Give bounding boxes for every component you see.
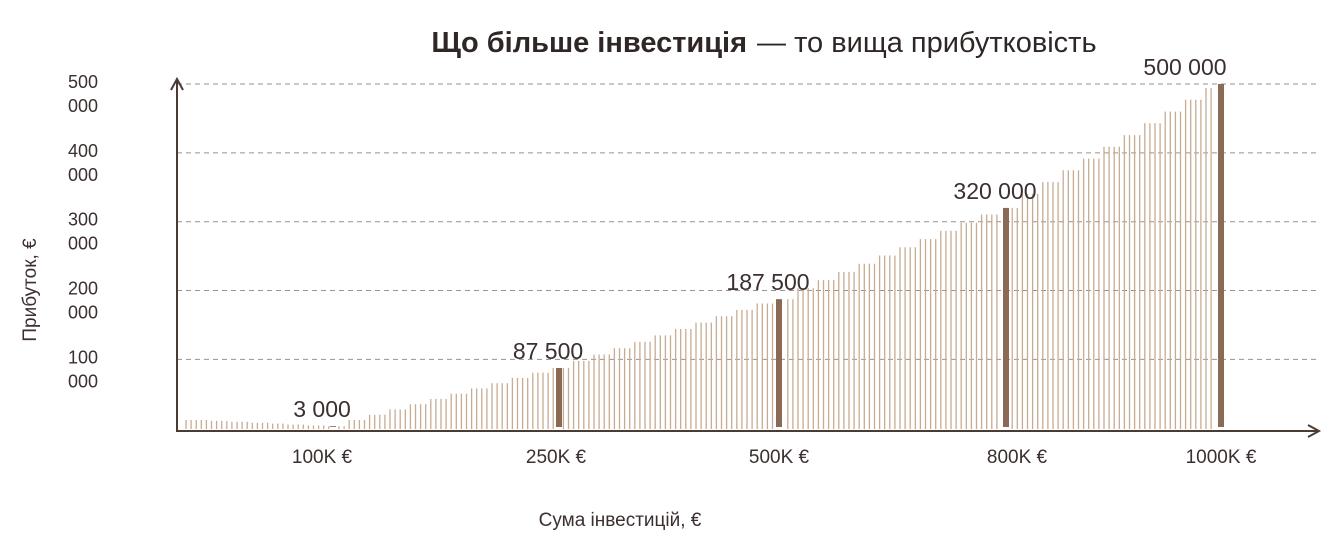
y-tick-label: 200: [68, 279, 98, 299]
x-tick-label: 250K €: [526, 447, 587, 468]
x-axis-title: Сума інвестицій, €: [539, 510, 702, 531]
y-tick-label: 400: [68, 141, 98, 161]
data-label: 3 000: [293, 396, 351, 422]
data-label: 320 000: [953, 178, 1036, 204]
y-tick-label: 500: [68, 72, 98, 92]
chart-title: Що більше інвестиція — то вища прибуткові…: [431, 27, 1096, 59]
y-tick-label: 000: [68, 234, 98, 254]
highlight-bar: [1218, 84, 1224, 427]
x-tick-label: 500K €: [749, 447, 810, 468]
data-label: 500 000: [1143, 54, 1226, 80]
highlight-bar: [776, 299, 782, 427]
x-axis-arrow: [1307, 424, 1322, 438]
y-tick-label: 000: [68, 303, 98, 323]
highlight-bar: [1003, 207, 1009, 427]
x-tick-labels: 100K € 250K € 500K € 800K € 1000K €: [292, 447, 1257, 468]
y-axis-arrow: [170, 76, 184, 91]
y-axis-title: Прибуток, €: [20, 238, 41, 342]
y-tick-labels: 100 000 200 000 300 000 400 000 500 000: [68, 72, 98, 391]
y-tick-label: 100: [68, 347, 98, 367]
data-label: 87 500: [513, 338, 583, 364]
highlight-bar: [330, 426, 336, 427]
data-label: 187 500: [726, 269, 809, 295]
x-tick-label: 100K €: [292, 447, 353, 468]
y-tick-label: 000: [68, 96, 98, 116]
bars: [185, 84, 1224, 429]
chart-title-rest: — то вища прибутковість: [757, 27, 1097, 59]
y-tick-label: 300: [68, 210, 98, 230]
axes: [170, 76, 1322, 438]
y-tick-label: 000: [68, 371, 98, 391]
y-tick-label: 000: [68, 165, 98, 185]
chart-title-bold: Що більше інвестиція: [431, 27, 747, 59]
highlight-bar: [556, 368, 562, 427]
x-tick-label: 800K €: [987, 447, 1048, 468]
x-tick-label: 1000K €: [1186, 447, 1257, 468]
data-labels: 3 000 87 500 187 500 320 000 500 000: [293, 54, 1226, 422]
